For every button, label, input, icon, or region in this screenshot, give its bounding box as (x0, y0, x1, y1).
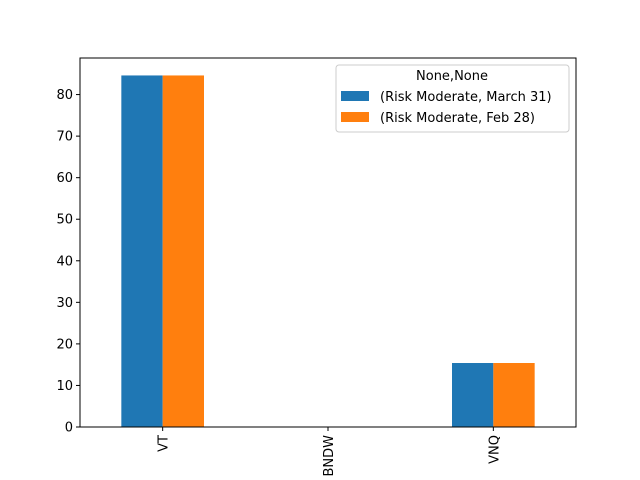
y-tick-label: 70 (56, 130, 73, 145)
bars-group (121, 75, 535, 428)
y-tick-label: 0 (65, 421, 73, 436)
legend: None,None (Risk Moderate, March 31) (Ris… (335, 64, 570, 133)
y-tick-label: 60 (56, 171, 73, 186)
legend-title: None,None (416, 69, 488, 84)
bar-vnq-series-0 (452, 363, 494, 427)
legend-label-1: (Risk Moderate, Feb 28) (380, 111, 535, 126)
legend-box (335, 64, 570, 133)
y-axis: 0 10 20 30 40 50 60 70 80 (56, 88, 80, 436)
x-axis: VT BNDW VNQ (157, 427, 502, 477)
y-tick-label: 80 (56, 88, 73, 103)
bar-vt-series-0 (121, 75, 163, 428)
y-tick-label: 10 (56, 379, 73, 394)
bar-vt-series-1 (162, 75, 204, 428)
y-tick-label: 40 (56, 254, 73, 269)
y-tick-label: 50 (56, 213, 73, 228)
x-tick-label: VNQ (487, 435, 502, 464)
x-tick-label: BNDW (322, 435, 337, 477)
y-tick-label: 30 (56, 296, 73, 311)
legend-swatch-1 (341, 112, 369, 122)
x-tick-label: VT (157, 435, 172, 452)
legend-swatch-0 (341, 91, 369, 101)
bar-vnq-series-1 (493, 363, 535, 427)
plot-frame (79, 57, 577, 428)
legend-label-0: (Risk Moderate, March 31) (380, 90, 552, 105)
y-tick-label: 20 (56, 337, 73, 352)
